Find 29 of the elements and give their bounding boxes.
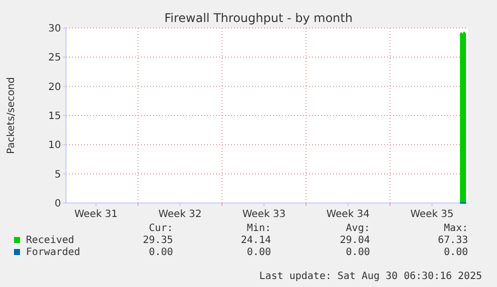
x-tick-label: Week 31 — [74, 209, 118, 220]
y-tick-label: 5 — [54, 169, 61, 180]
y-tick-label: 30 — [48, 24, 61, 34]
y-tick-label: 25 — [48, 52, 61, 64]
text: 0.00 — [444, 247, 468, 258]
x-tick-label: Week 32 — [158, 209, 202, 220]
chart-title: Firewall Throughput - by month — [164, 11, 353, 25]
text: Avg: — [346, 223, 370, 234]
text: 0.00 — [246, 247, 271, 258]
text: 29.35 — [142, 235, 173, 246]
text: Max: — [444, 223, 468, 234]
text: 0.00 — [346, 247, 370, 258]
x-tick-label: Week 35 — [410, 209, 454, 220]
y-tick-label: 20 — [48, 82, 61, 93]
y-tick-label: 0 — [54, 198, 61, 210]
text: 29.04 — [340, 235, 370, 246]
x-tick-label: Week 33 — [242, 209, 286, 220]
y-tick-label: 10 — [48, 140, 61, 152]
y-tick-label: 15 — [48, 111, 61, 122]
legend-label: Received — [26, 235, 74, 246]
text: 0.00 — [148, 247, 173, 258]
text: 24.14 — [240, 235, 271, 246]
text: 67.33 — [438, 235, 468, 246]
text: Min: — [246, 223, 271, 234]
text: Cur: — [148, 223, 173, 234]
x-tick-label: Week 34 — [326, 209, 370, 220]
y-axis-title: Packets/second — [6, 77, 17, 154]
text: Last update: Sat Aug 30 06:30:16 2025 — [259, 271, 482, 282]
legend-label: Forwarded — [26, 247, 80, 258]
